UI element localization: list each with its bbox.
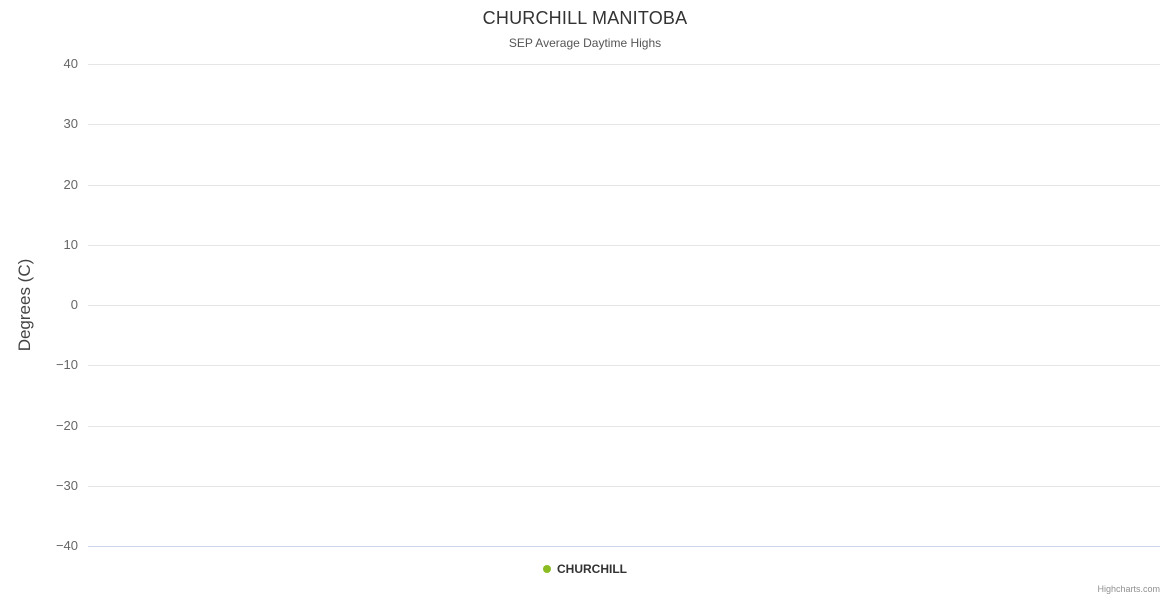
legend-marker-dot-icon (543, 565, 551, 573)
gridline (88, 365, 1160, 366)
gridline (88, 124, 1160, 125)
chart-subtitle: SEP Average Daytime Highs (508, 36, 662, 50)
y-axis-tick-label: −20 (55, 417, 78, 433)
legend-item-label: CHURCHILL (557, 562, 627, 576)
chart-title: CHURCHILL MANITOBA (482, 8, 688, 28)
y-axis-tick-label: 20 (63, 176, 78, 192)
gridline (88, 185, 1160, 186)
series-layer (88, 64, 1160, 546)
y-axis-tick-label: 40 (63, 56, 78, 71)
gridline (88, 64, 1160, 65)
y-axis-tick-label: 0 (70, 297, 78, 312)
gridline (88, 426, 1160, 427)
y-axis-tick-labels: 40 30 20 10 0 −10 −20 −30 −40 (0, 0, 78, 600)
y-axis-tick-label: 10 (63, 236, 78, 252)
y-axis-tick-label: −10 (55, 357, 78, 373)
legend-item-churchill[interactable]: CHURCHILL (543, 562, 627, 576)
gridline (88, 486, 1160, 487)
gridline (88, 305, 1160, 306)
chart-legend: CHURCHILL (0, 562, 1170, 576)
y-axis-tick-label: −40 (55, 538, 78, 553)
x-axis-line (88, 546, 1160, 547)
plot-area (88, 64, 1160, 547)
y-axis-tick-label: −30 (55, 477, 78, 493)
y-axis-tick-label: 30 (63, 116, 78, 132)
highcharts-credits-link[interactable]: Highcharts.com (1097, 584, 1160, 594)
gridline (88, 245, 1160, 246)
